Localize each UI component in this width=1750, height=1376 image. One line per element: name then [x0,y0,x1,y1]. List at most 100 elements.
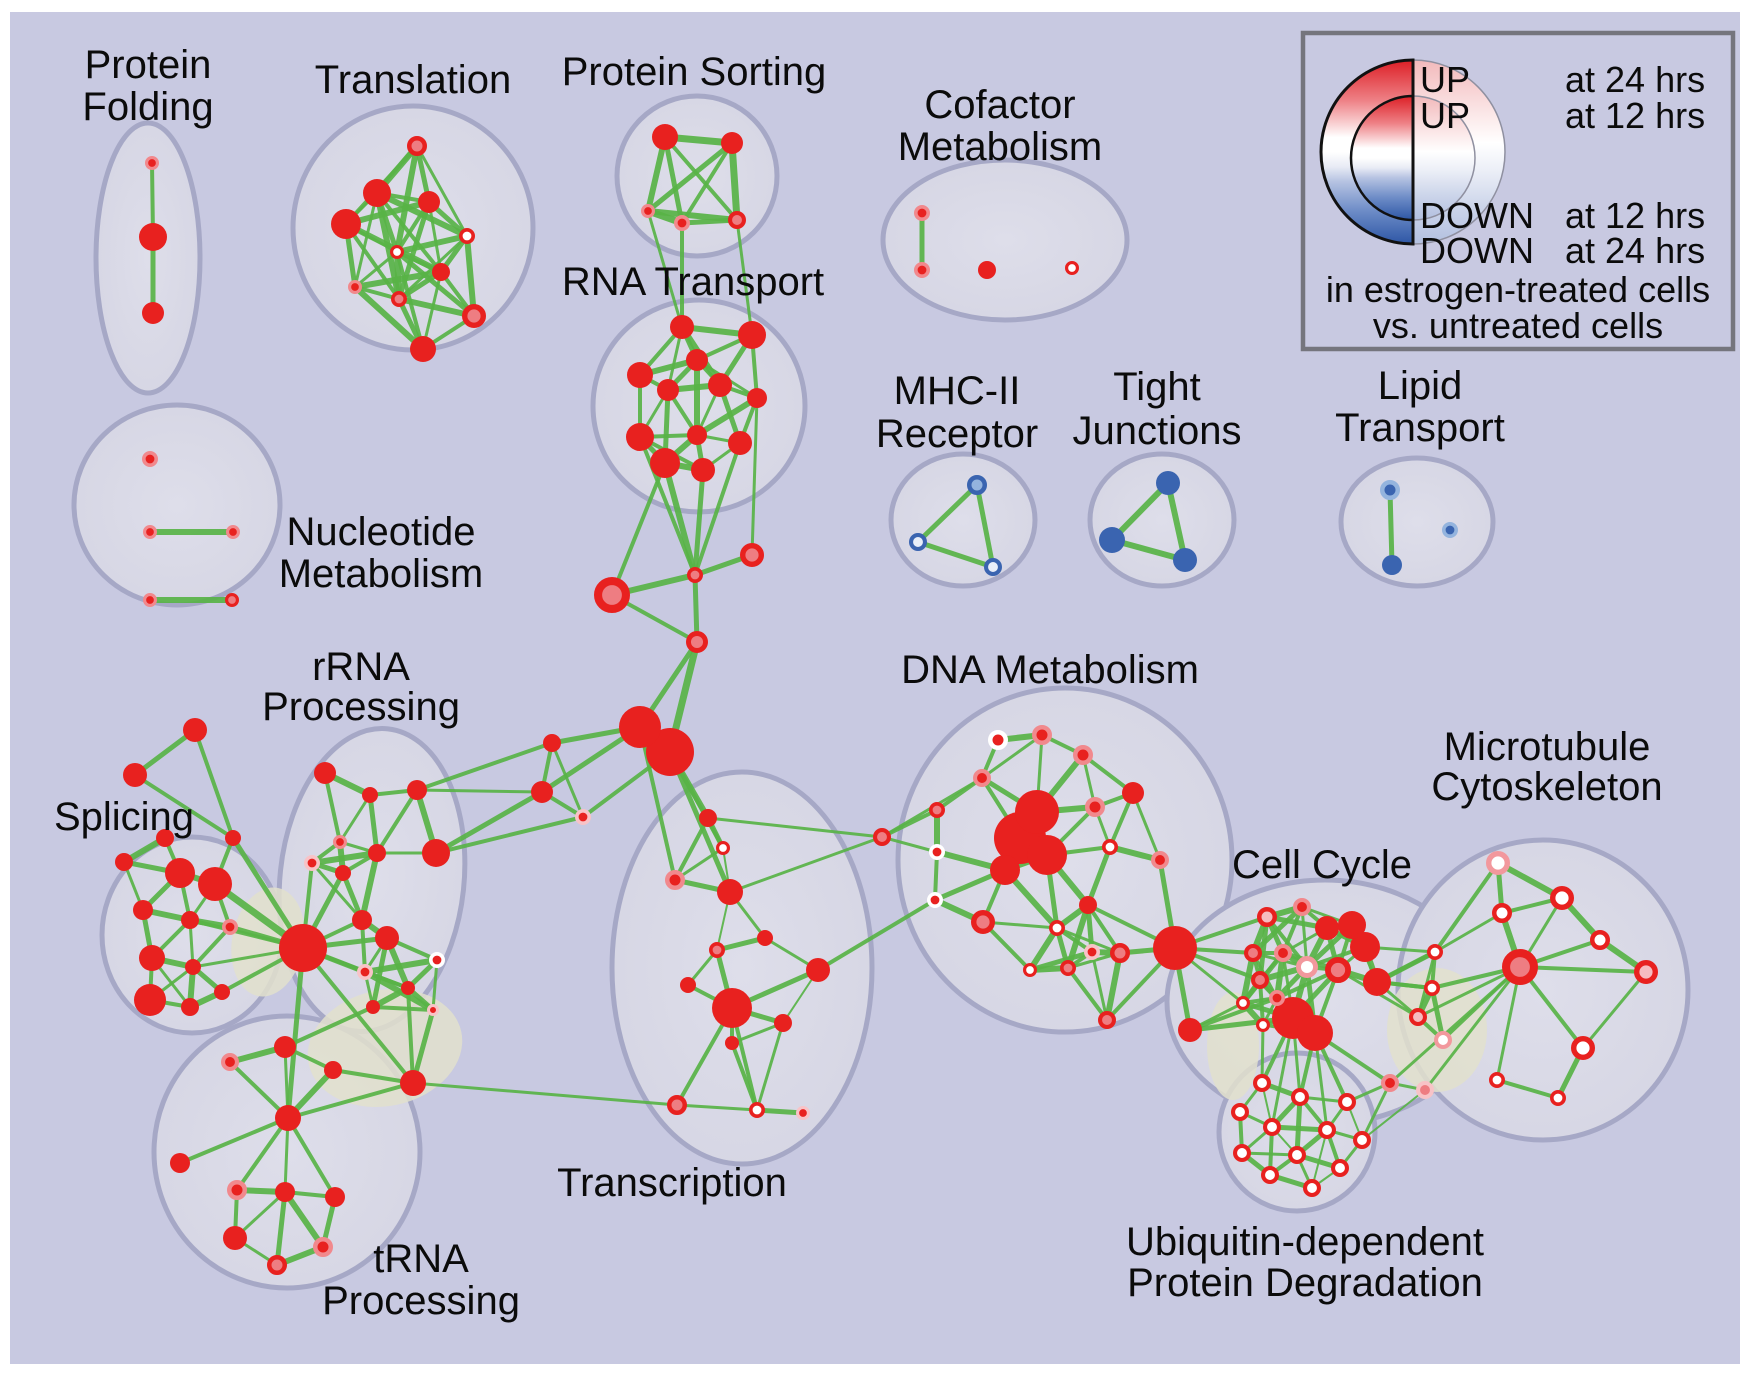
network-edge [1581,970,1648,1050]
network-node [1297,1015,1333,1051]
network-edge [1109,480,1171,543]
network-node [1502,948,1539,985]
network-node [1353,1131,1372,1150]
cluster-label-nucleotide-metabolism: Metabolism [279,552,484,596]
cluster-ellipse-protein-folding [93,120,203,396]
network-node [667,1095,687,1115]
network-node [1416,1081,1435,1100]
network-node [1550,1090,1567,1107]
network-node [123,763,147,787]
network-node [462,304,487,329]
cluster-label-tight-junctions: Tight [1113,365,1200,409]
network-node [144,155,159,170]
network-edge [323,771,342,844]
network-edge [1518,965,1648,974]
network-edge [235,1116,290,1192]
network-edge [178,1116,290,1165]
network-node [1235,996,1250,1011]
network-node [1295,955,1318,978]
cluster-label-mhc-ii-receptor: MHC-II [894,369,1021,413]
network-node [181,998,199,1016]
cluster-label-cofactor-metabolism: Metabolism [898,125,1103,169]
cluster-label-cofactor-metabolism: Cofactor [924,83,1075,127]
network-node [223,1226,247,1250]
network-edge [915,539,996,570]
network-edge [1131,791,1162,862]
network-node [685,630,708,653]
network-node [928,843,945,860]
network-node [183,718,207,742]
network-node [1442,521,1459,538]
network-node [670,315,694,339]
network-node [1257,907,1277,927]
network-node [422,839,450,867]
network-node [324,1061,342,1079]
network-edge [367,792,380,856]
network-node [725,1036,739,1050]
network-node [641,203,656,218]
network-edge [728,139,741,224]
cluster-label-protein-folding: Protein [85,43,212,87]
network-edge [1433,911,1504,954]
network-node [142,302,164,324]
network-node [1291,1088,1310,1107]
network-node [348,280,363,295]
cluster-label-dna-metabolism: DNA Metabolism [901,648,1199,692]
network-node [574,808,591,825]
legend-caption-line: vs. untreated cells [1373,305,1663,346]
network-node [331,209,361,239]
cluster-label-trna-processing: tRNA [373,1237,469,1281]
network-node [1315,916,1339,940]
network-node [325,1187,345,1207]
network-node [1331,1159,1350,1178]
network-node [971,910,996,935]
network-edge [880,835,939,854]
legend-caption-line: in estrogen-treated cells [1326,269,1710,310]
cluster-label-lipid-transport: Transport [1335,406,1505,450]
network-node [1325,956,1352,983]
network-node [928,801,945,818]
network-node [543,734,561,752]
overlap-patch [231,887,305,997]
network-node [728,210,747,229]
network-node [1427,943,1444,960]
network-edge [193,728,235,840]
network-node [275,1105,301,1131]
network-node [1015,790,1059,834]
network-node [699,809,717,827]
network-edge [662,460,698,578]
cluster-label-protein-folding: Folding [82,85,213,129]
network-node [139,945,165,971]
network-node [225,830,241,846]
network-edge [406,986,415,1085]
network-node [913,205,930,222]
network-node [407,780,427,800]
network-node [375,926,399,950]
cluster-label-microtubule-cytoskeleton: Microtubule [1444,725,1651,769]
network-node [142,593,157,608]
network-node [134,984,166,1016]
network-node [1263,1118,1282,1137]
network-node [747,388,767,408]
network-edge [359,850,380,923]
cluster-label-ubiquitin-degradation: Ubiquitin-dependent [1126,1220,1484,1264]
network-edge [1055,926,1122,955]
network-edge [1361,1089,1426,1141]
overlap-patch [1387,968,1487,1092]
network-node [531,781,553,803]
network-node [1079,896,1097,914]
network-node [410,336,436,362]
nodes-layer [115,124,1658,1275]
network-node [1098,1011,1117,1030]
network-edge [816,898,937,972]
network-node [390,290,407,307]
network-edge [415,788,544,794]
network-node [657,379,679,401]
network-edge [638,725,677,882]
network-edge [692,572,700,645]
network-edge [310,861,364,922]
network-node [673,215,690,232]
network-node [1255,1018,1270,1033]
